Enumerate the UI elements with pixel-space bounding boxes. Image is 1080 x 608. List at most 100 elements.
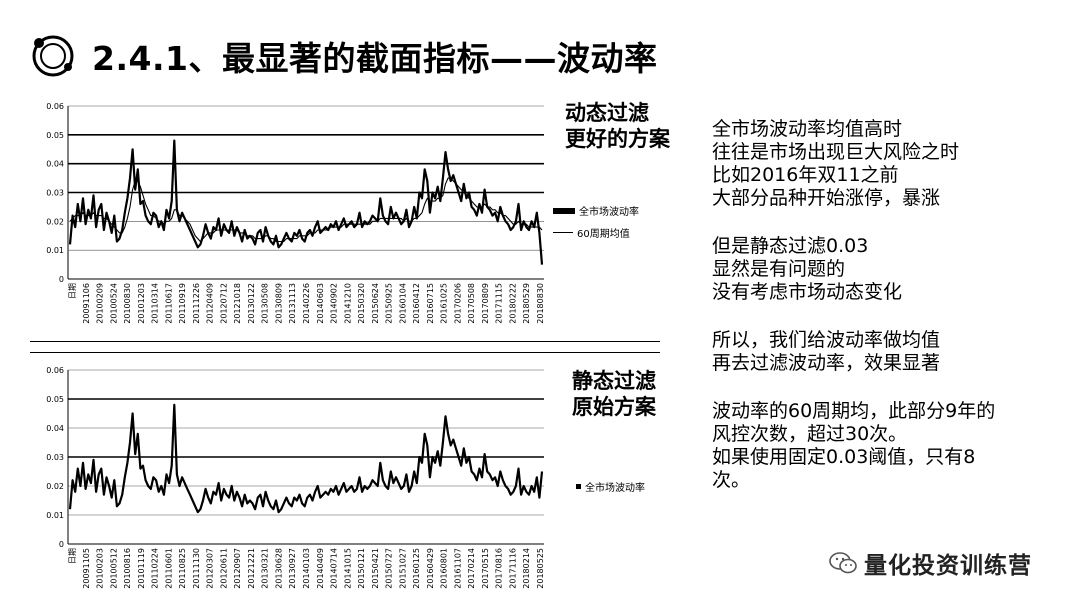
series-line-volatility	[68, 403, 544, 514]
x-tick-label: 20110825	[178, 548, 187, 589]
note-paragraph-4: 波动率的60周期均，此部分9年的 风控次数，超过30次。 如果使用固定0.03阈…	[712, 400, 1052, 492]
bottom-label-line-1: 静态过滤	[572, 369, 656, 393]
section-divider-2	[30, 352, 660, 353]
y-tick-label: 0.02	[46, 217, 64, 226]
x-tick-label: 20110617	[164, 283, 173, 324]
x-tick-label: 20091105	[82, 548, 91, 589]
x-tick-label: 20130809	[274, 283, 283, 324]
notes-panel: 全市场波动率均值高时 往往是市场出现巨大风险之时 比如2016年双11之前 大部…	[712, 118, 1052, 517]
bottom-chart-label: 静态过滤 原始方案	[572, 368, 656, 420]
series-line-ma60	[69, 177, 543, 243]
x-tick-label: 20150624	[371, 283, 380, 324]
x-tick-label: 20140714	[330, 548, 339, 589]
note-line: 全市场波动率均值高时	[712, 118, 903, 140]
x-tick-label: 20120409	[206, 283, 215, 324]
x-tick-label: 20120611	[219, 548, 228, 589]
x-tick-label: 20120307	[206, 548, 215, 589]
note-line: 如果使用固定0.03阈值，只有8	[712, 446, 976, 468]
chart-static-filter: 0 0.01 0.02 0.03 0.04 0.05 0.06 日期 20091105 20100…	[46, 366, 545, 589]
x-tick-label: 20091106	[82, 283, 91, 324]
x-tick-label: 20180222	[508, 283, 517, 324]
x-tick-label: 20170206	[453, 283, 462, 324]
x-tick-label: 20130122	[247, 283, 256, 324]
note-line: 没有考虑市场动态变化	[712, 281, 903, 303]
note-line: 次。	[712, 469, 751, 491]
x-tick-label: 20120712	[219, 283, 228, 324]
y-tick-label: 0.01	[46, 511, 64, 520]
bottom-label-line-2: 原始方案	[572, 395, 656, 419]
x-tick-label: 20170515	[481, 548, 490, 589]
y-tick-label: 0.02	[46, 482, 64, 491]
x-tick-label: 20140902	[330, 283, 339, 324]
top-label-line-1: 动态过滤	[565, 101, 649, 125]
x-tick-label: 20171116	[508, 548, 517, 589]
x-tick-label: 20130927	[288, 548, 297, 589]
x-tick-label: 20170809	[481, 283, 490, 324]
note-line: 再去过滤波动率，效果显著	[712, 352, 941, 374]
header: 2.4.1、最显著的截面指标——波动率	[28, 26, 657, 86]
x-tick-label: 20110601	[164, 548, 173, 589]
x-tick-label: 20130321	[261, 548, 270, 589]
note-line: 波动率的60周期均，此部分9年的	[712, 400, 996, 422]
x-tick-label: 20141210	[343, 283, 352, 324]
section-divider	[30, 341, 660, 342]
note-line: 大部分品种开始涨停，暴涨	[712, 187, 941, 209]
y-tick-label: 0	[59, 275, 64, 284]
watermark-text: 量化投资训练营	[864, 553, 1032, 579]
x-tick-label: 20130628	[274, 548, 283, 589]
x-tick-label: 20170508	[467, 283, 476, 324]
x-tick-label: 20120907	[233, 548, 242, 589]
x-tick-label: 20110314	[151, 283, 160, 324]
x-tick-label: 20130508	[261, 283, 270, 324]
top-chart-label: 动态过滤 更好的方案	[565, 100, 670, 152]
y-tick-label: 0.06	[46, 102, 64, 111]
note-line: 往往是市场出现巨大风险之时	[712, 141, 960, 163]
y-tick-label: 0.06	[46, 366, 64, 375]
note-paragraph-2: 但是静态过滤0.03 显然是有问题的 没有考虑市场动态变化	[712, 235, 1052, 304]
legend-volatility: 全市场波动率	[553, 203, 639, 218]
x-tick-label: 20180830	[536, 283, 545, 324]
chart-dynamic-filter: 0 0.01 0.02 0.03 0.04 0.05 0.06 日期 20091106 20100…	[46, 102, 545, 324]
x-tick-label: 20100816	[123, 548, 132, 589]
x-tick-label: 20121018	[233, 283, 242, 324]
x-tick-label: 日期	[68, 283, 77, 299]
note-line: 比如2016年双11之前	[712, 164, 899, 186]
y-tick-label: 0.05	[46, 395, 64, 404]
orbit-logo-icon	[32, 35, 74, 77]
x-tick-label: 20170816	[495, 548, 504, 589]
x-tick-label: 20161107	[453, 548, 462, 589]
note-paragraph-3: 所以，我们给波动率做均值 再去过滤波动率，效果显著	[712, 329, 1052, 375]
x-tick-label: 20150121	[357, 548, 366, 589]
y-tick-label: 0.05	[46, 131, 64, 140]
x-tick-label: 20131113	[288, 283, 297, 324]
x-tick-label: 20151027	[398, 548, 407, 589]
legend-label-volatility-bottom: 全市场波动率	[585, 483, 645, 494]
y-tick-label: 0	[59, 540, 64, 549]
x-tick-label: 20140226	[302, 283, 311, 324]
series-line-volatility	[68, 139, 544, 265]
x-tick-label: 20140603	[316, 283, 325, 324]
legend-label-ma60: 60周期均值	[577, 229, 630, 240]
x-tick-label: 20101119	[137, 548, 146, 589]
x-tick-label: 日期	[68, 548, 77, 564]
note-line: 显然是有问题的	[712, 258, 846, 280]
legend-ma60: 60周期均值	[553, 225, 630, 240]
y-tick-label: 0.04	[46, 424, 64, 433]
x-tick-label: 20150320	[357, 283, 366, 324]
x-tick-label: 20170214	[467, 548, 476, 589]
page-title: 2.4.1、最显著的截面指标——波动率	[92, 39, 658, 78]
y-tick-label: 0.03	[46, 189, 64, 198]
wechat-icon	[829, 552, 857, 574]
x-tick-label: 20100512	[109, 548, 118, 589]
x-tick-label: 20161025	[440, 283, 449, 324]
x-tick-label: 20160125	[412, 548, 421, 589]
x-tick-label: 20171115	[495, 283, 504, 324]
legend-swatch-small	[576, 484, 581, 489]
legend-volatility-bottom: 全市场波动率	[576, 479, 645, 494]
y-tick-label: 0.03	[46, 453, 64, 462]
x-tick-label: 20160715	[426, 283, 435, 324]
x-tick-label: 20110224	[151, 548, 160, 589]
legend-swatch-thin	[553, 232, 573, 233]
x-tick-label: 20111130	[192, 548, 201, 589]
x-tick-label: 20110919	[178, 283, 187, 324]
